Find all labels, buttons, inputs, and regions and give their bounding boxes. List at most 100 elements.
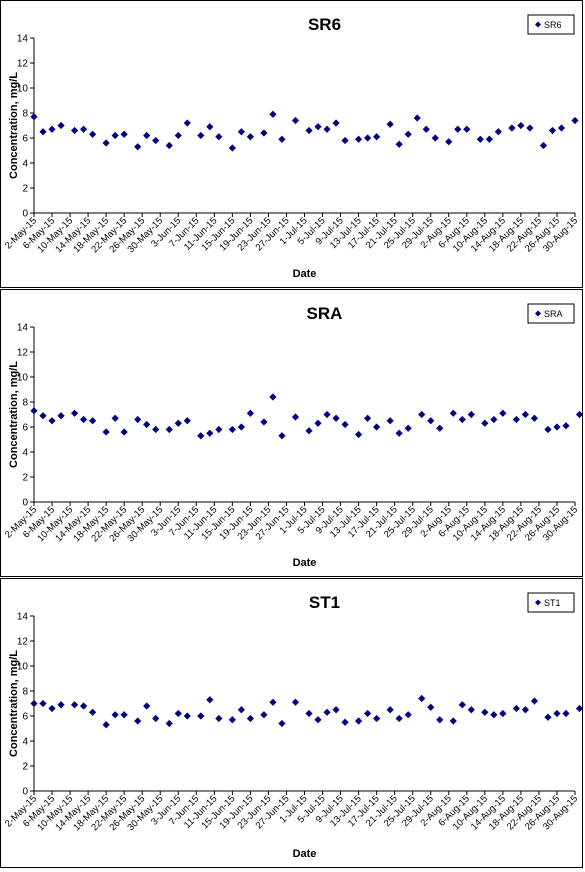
data-point (355, 430, 363, 439)
data-point (332, 119, 340, 127)
data-point (30, 407, 38, 415)
data-point (562, 709, 570, 718)
data-point (278, 719, 286, 728)
y-tick-label: 12 (17, 59, 29, 70)
data-point (197, 712, 205, 720)
data-point (79, 415, 88, 424)
data-point (499, 709, 507, 718)
data-point (305, 126, 313, 135)
data-point (269, 110, 277, 118)
data-point (246, 714, 254, 723)
data-point (341, 420, 349, 429)
data-point (314, 123, 322, 131)
data-point (57, 412, 65, 420)
x-axis-label: Date (293, 848, 317, 860)
y-axis-label: Concentration, mg/L (8, 650, 20, 757)
chart-title: SR6 (308, 15, 341, 34)
data-point (228, 716, 236, 724)
data-point (237, 423, 245, 431)
y-tick-label: 0 (22, 498, 28, 509)
data-point (120, 130, 128, 138)
legend-box (527, 592, 575, 613)
data-point (544, 713, 552, 721)
data-point (445, 138, 453, 146)
y-tick-label: 0 (22, 209, 28, 220)
legend-label: ST1 (544, 598, 561, 608)
data-point (291, 698, 300, 706)
data-point (373, 423, 381, 431)
data-point (418, 694, 426, 703)
data-point (355, 135, 363, 143)
data-point (278, 432, 286, 440)
data-point (323, 708, 331, 716)
data-point (246, 133, 254, 141)
data-point (30, 699, 38, 708)
data-point (476, 135, 484, 143)
data-point (237, 128, 245, 136)
data-point (134, 415, 142, 424)
data-point (422, 125, 430, 133)
data-point (521, 706, 530, 714)
data-point (373, 133, 381, 141)
data-point (512, 704, 520, 713)
data-point (413, 114, 421, 122)
data-point (427, 703, 435, 711)
data-point (499, 409, 507, 417)
data-point (386, 706, 394, 714)
data-point (89, 708, 97, 716)
legend-label: SR6 (544, 20, 562, 30)
data-point (152, 714, 160, 723)
data-point (404, 711, 412, 719)
x-axis-label: Date (293, 557, 317, 569)
legend-box (527, 303, 575, 324)
y-tick-label: 6 (22, 134, 28, 145)
data-point (454, 125, 462, 133)
data-point (449, 717, 457, 725)
data-point (215, 133, 223, 141)
data-point (215, 425, 223, 434)
data-point (79, 702, 88, 710)
data-point (57, 121, 65, 130)
data-point (323, 125, 331, 133)
y-tick-label: 14 (17, 323, 29, 334)
data-point (575, 704, 584, 713)
data-point (562, 422, 570, 430)
data-point (134, 717, 142, 725)
data-point (48, 125, 56, 133)
data-point (206, 123, 214, 131)
legend-label: SRA (544, 309, 563, 319)
data-point (548, 126, 557, 135)
data-point (278, 135, 286, 143)
y-tick-label: 8 (22, 109, 28, 120)
data-point (364, 134, 372, 142)
data-point (79, 125, 88, 133)
y-tick-label: 8 (22, 398, 28, 409)
legend-marker (535, 310, 541, 317)
data-point (490, 415, 498, 424)
data-point (30, 113, 38, 121)
chart-svg: SR6024681012142-May-156-May-1510-May-151… (3, 14, 580, 280)
y-tick-label: 14 (17, 34, 29, 45)
data-point (143, 702, 151, 710)
data-point (458, 415, 466, 424)
y-tick-label: 10 (17, 662, 29, 673)
legend-box (527, 14, 575, 35)
legend: SR6 (527, 14, 575, 35)
chart-panel-st1: ST1 0 2 4 6 8 10 12 14 2-May-15 6-May-15 10-May-15 1… (0, 578, 584, 868)
data-point (269, 393, 277, 401)
data-point (291, 116, 300, 125)
y-tick-label: 8 (22, 687, 28, 698)
data-point (269, 698, 277, 706)
data-point (111, 414, 119, 422)
data-point (458, 701, 466, 709)
data-point (174, 419, 182, 427)
data-point (355, 717, 363, 725)
data-point (89, 130, 97, 138)
data-point (215, 714, 223, 723)
data-point (228, 144, 236, 152)
y-tick-label: 10 (17, 84, 29, 95)
chart-title: SRA (307, 304, 343, 323)
data-point (490, 711, 498, 719)
data-point (260, 129, 268, 137)
y-tick-label: 14 (17, 612, 29, 623)
